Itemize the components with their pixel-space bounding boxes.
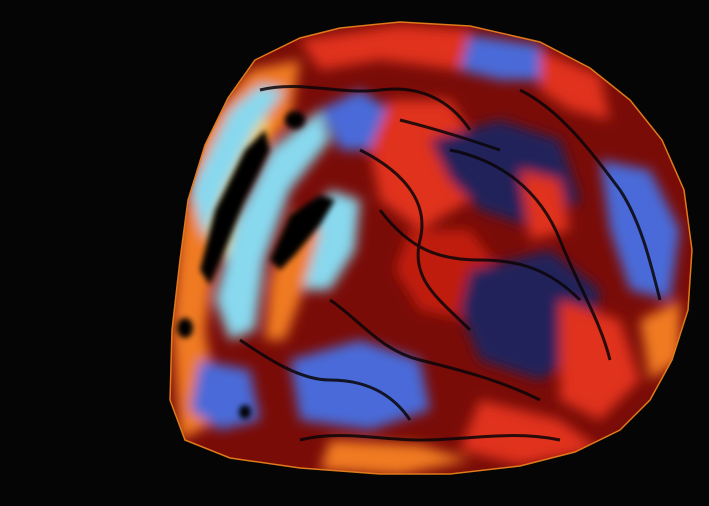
region-outline — [169, 21, 693, 475]
tissue-region — [170, 22, 692, 474]
